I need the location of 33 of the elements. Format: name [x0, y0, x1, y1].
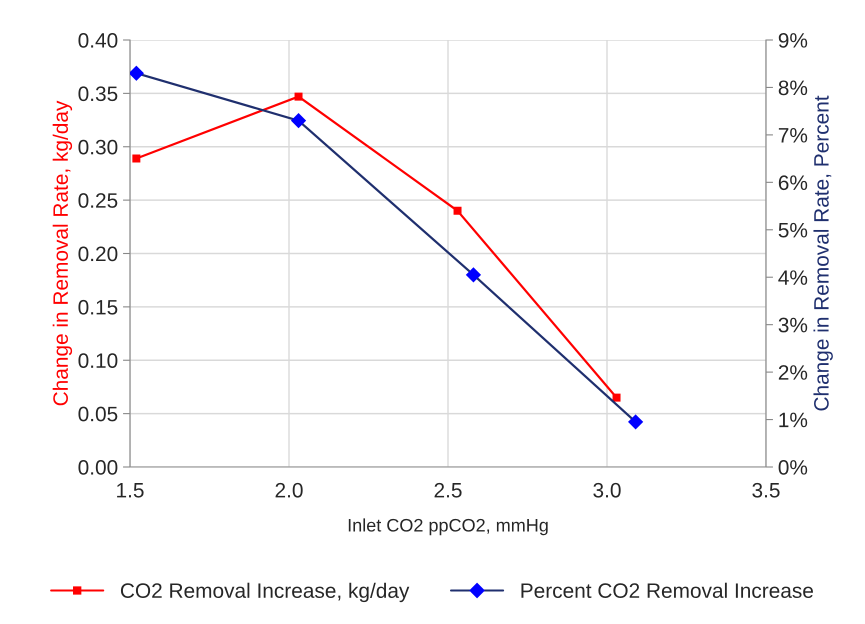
y2-tick-label: 1%: [779, 412, 808, 428]
y2-tick-label: 2%: [778, 365, 808, 380]
point: [294, 92, 303, 101]
y-tick-label: 0.00: [78, 460, 118, 475]
y-tick-label: 0.10: [78, 353, 118, 368]
y2-tick-label: 4%: [778, 270, 808, 285]
y-tick-label: 0.15: [78, 300, 118, 315]
point: [612, 394, 621, 402]
y2-tick-label: 3%: [778, 318, 808, 332]
y2-tick-label: 9%: [778, 33, 808, 48]
y-tick-label: 0.30: [78, 140, 118, 155]
y-tick-label: 0.05: [78, 406, 118, 422]
y-tick-label: 0.35: [78, 86, 118, 102]
y-tick-label: 0.20: [78, 246, 118, 262]
y2-tick-label: 7%: [778, 128, 808, 143]
x-tick-label: 3.0: [593, 482, 621, 498]
point: [132, 154, 140, 162]
y-tick-label: 0.40: [78, 33, 118, 48]
legend-label: CO2 Removal Increase, kg/day: [120, 582, 410, 602]
y2-tick-label: 0%: [778, 460, 808, 475]
y2-tick-label: 5%: [778, 222, 808, 238]
y2-axis-title: Change in Removal Rate, Percent: [813, 96, 833, 411]
x-tick-label: 3.5: [752, 482, 780, 498]
x-tick-label: 1.5: [117, 483, 144, 498]
y2-tick-label: 6%: [778, 175, 808, 190]
y-tick-label: 0.25: [78, 193, 118, 208]
x-tick-label: 2.5: [434, 482, 462, 498]
point: [454, 206, 462, 215]
legend-label: Percent CO2 Removal Increase: [521, 582, 813, 598]
x-tick-label: 2.0: [276, 482, 303, 498]
x-axis-title: Inlet CO2 ppCO2, mmHg: [348, 518, 548, 536]
y-axis-title: Change in Removal Rate, kg/day: [52, 100, 72, 406]
y2-tick-label: 8%: [778, 80, 808, 96]
